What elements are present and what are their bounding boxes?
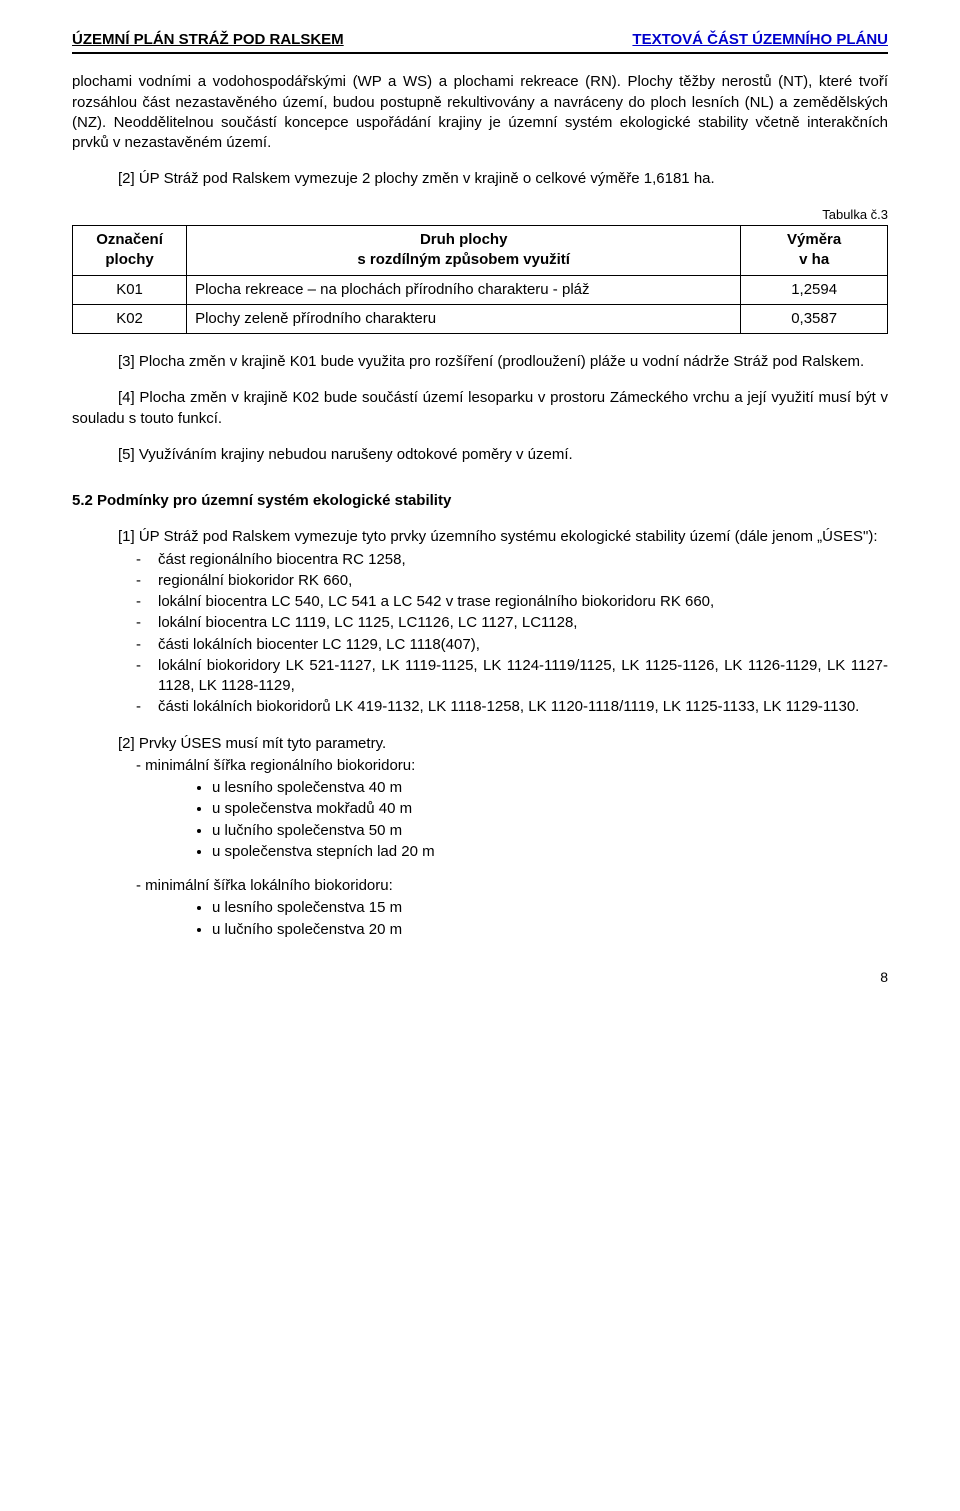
uses-list: část regionálního biocentra RC 1258, reg… <box>72 550 888 718</box>
paragraph-6: [1] ÚP Stráž pod Ralskem vymezuje tyto p… <box>72 527 888 547</box>
list-item: část regionálního biocentra RC 1258, <box>158 550 888 570</box>
param1-label: minimální šířka regionálního biokoridoru… <box>72 756 888 776</box>
page-header: ÚZEMNÍ PLÁN STRÁŽ POD RALSKEM TEXTOVÁ ČÁ… <box>72 30 888 54</box>
paragraph-4: [4] Plocha změn v krajině K02 bude součá… <box>72 388 888 429</box>
list-item: lokální biocentra LC 1119, LC 1125, LC11… <box>158 613 888 633</box>
paragraph-3: [3] Plocha změn v krajině K01 bude využi… <box>72 352 888 372</box>
table-row: K01 Plocha rekreace – na plochách přírod… <box>73 275 888 304</box>
table-krajina: Označení plochy Druh plochy s rozdílným … <box>72 225 888 334</box>
cell-desc: Plocha rekreace – na plochách přírodního… <box>187 275 741 304</box>
section-5-2-title: 5.2 Podmínky pro územní systém ekologick… <box>72 491 888 511</box>
page-number: 8 <box>72 968 888 987</box>
bullet-item: u společenstva mokřadů 40 m <box>212 799 888 819</box>
cell-desc: Plochy zeleně přírodního charakteru <box>187 304 741 333</box>
cell-code: K02 <box>73 304 187 333</box>
list-item: části lokálních biokoridorů LK 419-1132,… <box>158 697 888 717</box>
table-row: K02 Plochy zeleně přírodního charakteru … <box>73 304 888 333</box>
th-oznaceni: Označení plochy <box>73 226 187 276</box>
list-item: lokální biokoridory LK 521-1127, LK 1119… <box>158 656 888 697</box>
bullet-item: u lučního společenstva 50 m <box>212 821 888 841</box>
param1-bullets: u lesního společenstva 40 m u společenst… <box>72 778 888 862</box>
paragraph-1: plochami vodními a vodohospodářskými (WP… <box>72 72 888 153</box>
header-left: ÚZEMNÍ PLÁN STRÁŽ POD RALSKEM <box>72 30 344 50</box>
cell-area: 1,2594 <box>741 275 888 304</box>
th-druh: Druh plochy s rozdílným způsobem využití <box>187 226 741 276</box>
table-caption: Tabulka č.3 <box>72 206 888 224</box>
paragraph-2: [2] ÚP Stráž pod Ralskem vymezuje 2 ploc… <box>72 169 888 189</box>
paragraph-7: [2] Prvky ÚSES musí mít tyto parametry. <box>72 734 888 754</box>
bullet-item: u společenstva stepních lad 20 m <box>212 842 888 862</box>
list-item: regionální biokoridor RK 660, <box>158 571 888 591</box>
param2-bullets: u lesního společenstva 15 m u lučního sp… <box>72 898 888 940</box>
table-header-row: Označení plochy Druh plochy s rozdílným … <box>73 226 888 276</box>
paragraph-5: [5] Využíváním krajiny nebudou narušeny … <box>72 445 888 465</box>
list-item: lokální biocentra LC 540, LC 541 a LC 54… <box>158 592 888 612</box>
header-right: TEXTOVÁ ČÁST ÚZEMNÍHO PLÁNU <box>632 30 888 50</box>
cell-area: 0,3587 <box>741 304 888 333</box>
th-vymera: Výměra v ha <box>741 226 888 276</box>
bullet-item: u lučního společenstva 20 m <box>212 920 888 940</box>
bullet-item: u lesního společenstva 15 m <box>212 898 888 918</box>
bullet-item: u lesního společenstva 40 m <box>212 778 888 798</box>
param2-label: minimální šířka lokálního biokoridoru: <box>72 876 888 896</box>
cell-code: K01 <box>73 275 187 304</box>
list-item: části lokálních biocenter LC 1129, LC 11… <box>158 635 888 655</box>
